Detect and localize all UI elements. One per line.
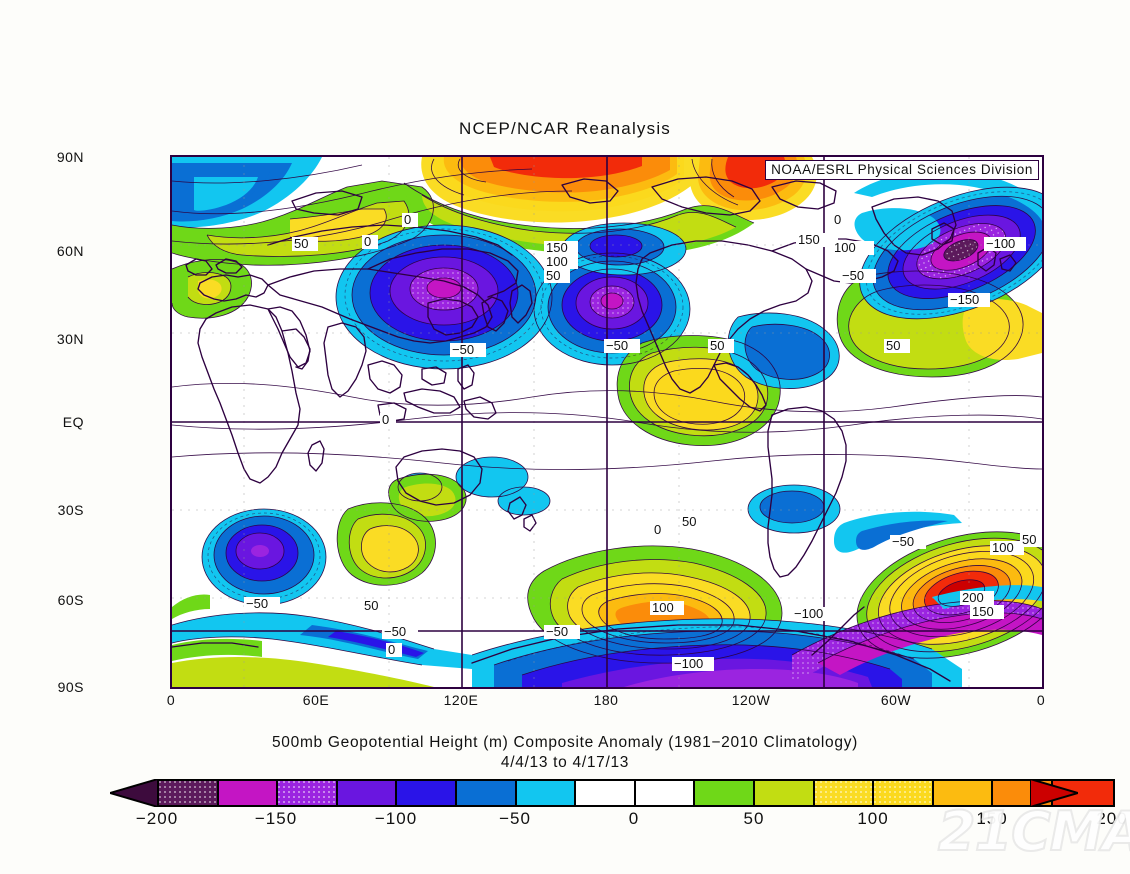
y-tick-90n: 90N (56, 149, 84, 165)
y-tick-30s: 30S (57, 502, 84, 518)
y-tick-60s: 60S (57, 592, 84, 608)
colorbar-cell (397, 781, 457, 805)
svg-text:−50: −50 (892, 534, 914, 549)
colorbar-cell (159, 781, 219, 805)
svg-text:0: 0 (364, 234, 371, 249)
colorbar-tick: 0 (628, 809, 640, 828)
svg-text:−50: −50 (546, 624, 568, 639)
y-tick-eq: EQ (62, 414, 84, 430)
svg-text:100: 100 (652, 600, 674, 615)
svg-text:−50: −50 (842, 268, 864, 283)
colorbar-tick: 100 (857, 809, 889, 828)
svg-text:100: 100 (546, 254, 568, 269)
svg-text:50: 50 (886, 338, 900, 353)
colorbar-cell (516, 781, 577, 805)
colorbar-cell (278, 781, 338, 805)
colorbar: −200 −150 −100 −50 0 50 100 150 200 (110, 779, 1127, 828)
colorbar-cells (157, 779, 1115, 807)
x-tick-180: 180 (593, 692, 619, 708)
colorbar-cell (337, 781, 398, 805)
svg-text:−100: −100 (674, 656, 703, 671)
colorbar-tick: −100 (374, 809, 418, 828)
x-tick-60w: 60W (880, 692, 912, 708)
colorbar-cell (218, 781, 279, 805)
svg-text:−50: −50 (606, 338, 628, 353)
colorbar-cell (754, 781, 815, 805)
colorbar-tick: −200 (135, 809, 179, 828)
figure-caption: 500mb Geopotential Height (m) Composite … (0, 733, 1130, 773)
svg-text:0: 0 (404, 212, 411, 227)
svg-text:100: 100 (834, 240, 856, 255)
svg-text:0: 0 (388, 642, 395, 657)
colorbar-over-arrow (1030, 779, 1078, 807)
svg-text:−150: −150 (950, 292, 979, 307)
colorbar-cell (814, 781, 875, 805)
svg-text:100: 100 (992, 540, 1014, 555)
svg-text:150: 150 (546, 240, 568, 255)
svg-text:50: 50 (682, 514, 696, 529)
map-plot-area: 0 0 150 100 50 150 100 0 −100 −50 −150 5… (170, 155, 1044, 689)
y-tick-60n: 60N (56, 243, 84, 259)
chart-title: NCEP/NCAR Reanalysis (459, 119, 671, 138)
y-tick-90s: 90S (57, 679, 84, 695)
x-tick-60e: 60E (302, 692, 330, 708)
x-tick-120e: 120E (443, 692, 479, 708)
colorbar-cell (874, 781, 934, 805)
svg-text:0: 0 (834, 212, 841, 227)
svg-text:−100: −100 (986, 236, 1015, 251)
svg-text:−50: −50 (384, 624, 406, 639)
svg-text:50: 50 (710, 338, 724, 353)
svg-text:50: 50 (294, 236, 308, 251)
colorbar-cell (695, 781, 755, 805)
svg-text:−50: −50 (452, 342, 474, 357)
colorbar-tick: −150 (254, 809, 298, 828)
svg-text:150: 150 (972, 604, 994, 619)
data-source-credit: NOAA/ESRL Physical Sciences Division (765, 160, 1039, 180)
svg-text:0: 0 (654, 522, 661, 537)
map-frame: 0 0 150 100 50 150 100 0 −100 −50 −150 5… (170, 155, 1044, 689)
colorbar-tick: 50 (743, 809, 765, 828)
svg-text:200: 200 (962, 590, 984, 605)
x-tick-0w: 0 (1036, 692, 1046, 708)
y-tick-30n: 30N (56, 331, 84, 347)
svg-text:0: 0 (382, 412, 389, 427)
colorbar-under-arrow (110, 779, 158, 807)
colorbar-tick: 200 (1096, 809, 1128, 828)
colorbar-tick: 150 (976, 809, 1008, 828)
caption-line-1: 500mb Geopotential Height (m) Composite … (271, 734, 859, 751)
anomaly-map: 0 0 150 100 50 150 100 0 −100 −50 −150 5… (172, 157, 1042, 687)
colorbar-cell (635, 781, 696, 805)
colorbar-tick: −50 (499, 809, 531, 828)
colorbar-cell (456, 781, 517, 805)
svg-text:−50: −50 (246, 596, 268, 611)
svg-text:50: 50 (546, 268, 560, 283)
svg-text:150: 150 (798, 232, 820, 247)
contour-labels: 0 0 150 100 50 150 100 0 −100 −50 −150 5… (244, 212, 1042, 671)
caption-line-2: 4/4/13 to 4/17/13 (500, 754, 630, 771)
svg-text:50: 50 (364, 598, 378, 613)
x-tick-120w: 120W (731, 692, 771, 708)
colorbar-cell (576, 781, 636, 805)
x-tick-0e: 0 (166, 692, 176, 708)
svg-text:50: 50 (1022, 532, 1036, 547)
colorbar-cell (933, 781, 994, 805)
svg-text:−100: −100 (794, 606, 823, 621)
